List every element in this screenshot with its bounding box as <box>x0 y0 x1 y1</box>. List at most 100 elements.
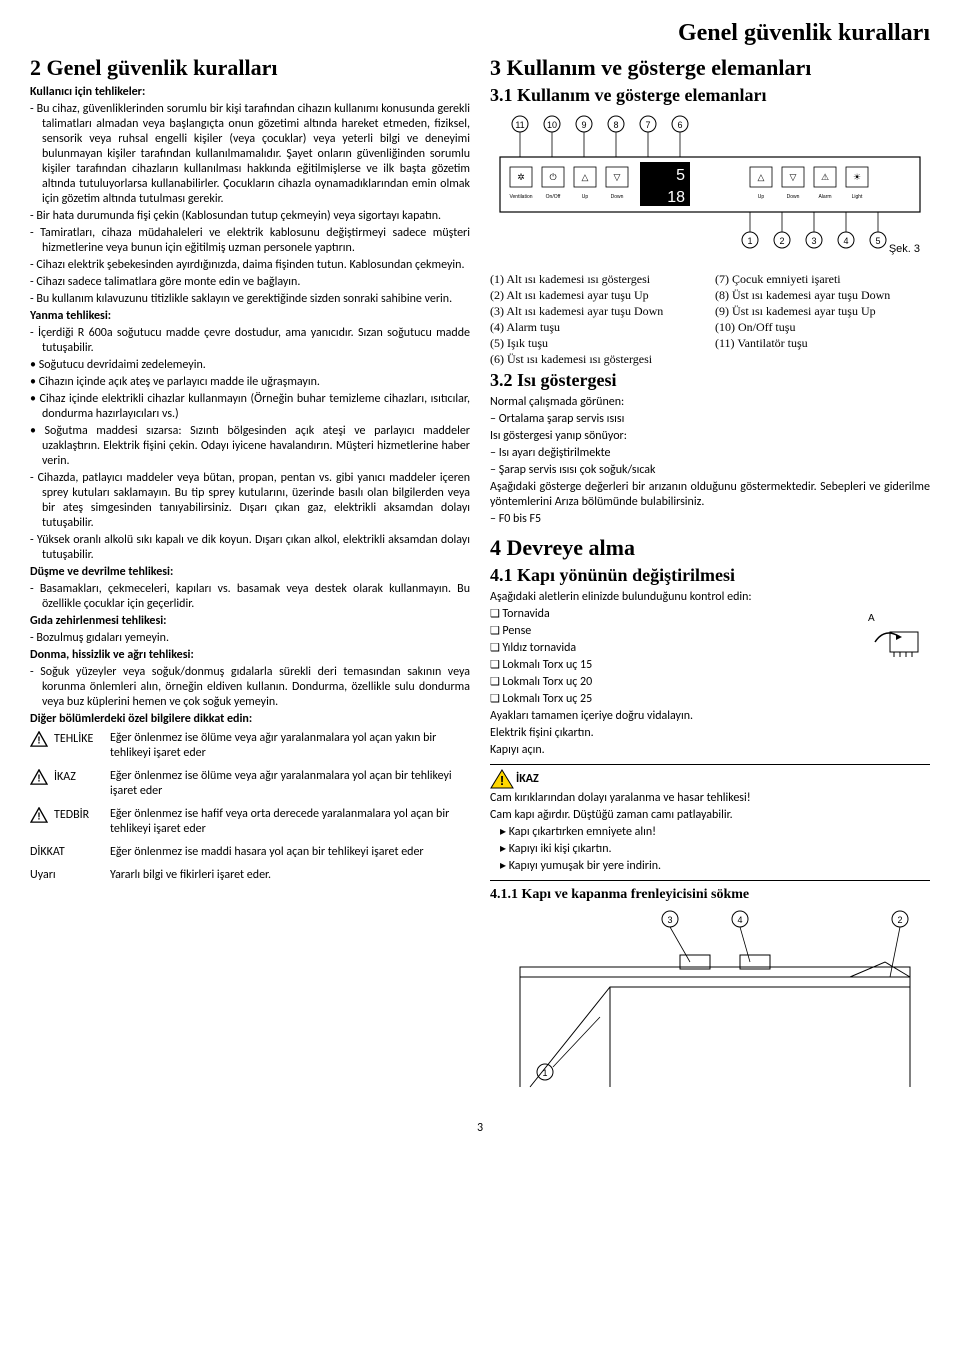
svg-text:Şek. 3: Şek. 3 <box>889 243 920 255</box>
svg-text:On/Off: On/Off <box>546 194 561 200</box>
svg-text:Up: Up <box>758 194 765 200</box>
control-panel-figure: 11 10 9 8 7 6 ✲ ⏻ △ ▽ Vent <box>490 112 930 266</box>
warning-triangle-icon: ! <box>30 731 48 747</box>
svg-text:4: 4 <box>737 915 742 925</box>
svg-text:10: 10 <box>547 120 557 130</box>
section-2-heading: 2 Genel güvenlik kuralları <box>30 55 470 81</box>
svg-text:⏻: ⏻ <box>549 172 556 182</box>
warning-triangle-icon: ! <box>490 769 514 789</box>
svg-text:1: 1 <box>747 236 752 246</box>
para: Soğuk yüzeyler veya soğuk/donmuş gıdalar… <box>30 665 470 710</box>
para: Bu kullanım kılavuzunu titizlikle saklay… <box>30 292 470 307</box>
list-item: Şarap servis ısısı çok soğuk/sıcak <box>490 463 930 478</box>
fall-hazard-heading: Düşme ve devrilme tehlikesi: <box>30 565 470 580</box>
para: Cihazı sadece talimatlara göre monte edi… <box>30 275 470 290</box>
para: Normal çalışmada görünen: <box>490 395 930 410</box>
bullet: Cihaz içinde elektrikli cihazlar kullanm… <box>30 392 470 422</box>
legend-item: (2) Alt ısı kademesi ayar tuşu Up <box>490 288 705 303</box>
svg-text:△: △ <box>758 172 765 182</box>
svg-text:Ventilation: Ventilation <box>509 194 532 200</box>
ikaz-step: Kapı çıkartırken emniyete alın! <box>490 825 930 840</box>
legend-item: (1) Alt ısı kademesi ısı göstergesi <box>490 272 705 287</box>
para: Elektrik fişini çıkartın. <box>490 726 930 741</box>
foot-adjust-icon: A <box>860 607 930 667</box>
svg-text:6: 6 <box>677 120 682 130</box>
section-4-1-1-heading: 4.1.1 Kapı ve kapanma frenleyicisini sök… <box>490 887 930 903</box>
svg-text:18: 18 <box>667 189 685 206</box>
warning-triangle-icon: ! <box>30 769 48 785</box>
legend-item: (3) Alt ısı kademesi ayar tuşu Down <box>490 304 705 319</box>
svg-text:Alarm: Alarm <box>818 194 831 200</box>
svg-text:△: △ <box>582 172 589 182</box>
para: Kapıyı açın. <box>490 743 930 758</box>
svg-text:▽: ▽ <box>614 172 621 182</box>
list-item: Isı ayarı değiştirilmekte <box>490 446 930 461</box>
svg-text:!: ! <box>500 773 504 788</box>
tool-item: Lokmalı Torx uç 15 <box>490 658 860 673</box>
tool-item: Tornavida <box>490 607 860 622</box>
para: Bu cihaz, güvenliklerinden sorumlu bir k… <box>30 102 470 207</box>
svg-text:9: 9 <box>581 120 586 130</box>
svg-text:A: A <box>868 613 875 624</box>
para: Bir hata durumunda fişi çekin (Kablosund… <box>30 209 470 224</box>
control-panel-svg: 11 10 9 8 7 6 ✲ ⏻ △ ▽ Vent <box>490 112 930 262</box>
warn-label-text: Uyarı <box>30 868 56 882</box>
svg-text:2: 2 <box>779 236 784 246</box>
panel-legend: (1) Alt ısı kademesi ısı göstergesi (2) … <box>490 272 930 368</box>
bullet: Soğutma maddesi sızarsa: Sızıntı bölgesi… <box>30 424 470 469</box>
svg-text:4: 4 <box>843 236 848 246</box>
legend-item: (7) Çocuk emniyeti işareti <box>715 272 930 287</box>
legend-item: (11) Vantilatör tuşu <box>715 336 930 351</box>
legend-item: (9) Üst ısı kademesi ayar tuşu Up <box>715 304 930 319</box>
warn-desc: Eğer önlenmez ise ölüme veya ağır yarala… <box>110 731 470 761</box>
frost-hazard-heading: Donma, hissizlik ve ağrı tehlikesi: <box>30 648 470 663</box>
para: Aşağıdaki gösterge değerleri bir arızanı… <box>490 480 930 510</box>
warn-label-text: TEHLİKE <box>54 732 93 746</box>
svg-text:11: 11 <box>515 120 524 130</box>
svg-text:7: 7 <box>645 120 650 130</box>
svg-text:!: ! <box>37 735 40 746</box>
page-header-title: Genel güvenlik kuralları <box>30 20 930 47</box>
warn-desc: Eğer önlenmez ise hafif veya orta derece… <box>110 807 470 837</box>
warn-row: Uyarı Yararlı bilgi ve fikirleri işaret … <box>30 868 470 883</box>
para: İçerdiği R 600a soğutucu madde çevre dos… <box>30 326 470 356</box>
svg-text:!: ! <box>37 811 40 822</box>
user-hazards-heading: Kullanıcı için tehlikeler: <box>30 85 470 100</box>
para: Aşağıdaki aletlerin elinizde bulunduğunu… <box>490 590 930 605</box>
svg-text:2: 2 <box>897 915 902 925</box>
svg-text:3: 3 <box>667 915 672 925</box>
para: Cihazda, patlayıcı maddeler veya bütan, … <box>30 471 470 531</box>
door-removal-figure: 3 4 2 1 <box>490 907 930 1097</box>
section-4-heading: 4 Devreye alma <box>490 535 930 561</box>
svg-text:Up: Up <box>582 194 589 200</box>
warn-label-text: İKAZ <box>54 770 76 784</box>
svg-text:☀: ☀ <box>853 172 861 182</box>
ikaz-line: Cam kapı ağırdır. Düştüğü zaman camı pat… <box>490 808 930 823</box>
tool-item: Lokmalı Torx uç 25 <box>490 692 860 707</box>
para: Isı göstergesi yanıp sönüyor: <box>490 429 930 444</box>
svg-text:✲: ✲ <box>517 172 525 182</box>
page-number: 3 <box>30 1121 930 1135</box>
svg-text:▽: ▽ <box>790 172 797 182</box>
legend-item: (8) Üst ısı kademesi ayar tuşu Down <box>715 288 930 303</box>
warn-row: DİKKAT Eğer önlenmez ise maddi hasara yo… <box>30 845 470 860</box>
fire-hazard-heading: Yanma tehlikesi: <box>30 309 470 324</box>
warn-desc: Eğer önlenmez ise ölüme veya ağır yarala… <box>110 769 470 799</box>
section-3-2-heading: 3.2 Isı göstergesi <box>490 370 930 391</box>
warning-levels-table: ! TEHLİKE Eğer önlenmez ise ölüme veya a… <box>30 731 470 883</box>
svg-text:1: 1 <box>542 1068 547 1078</box>
two-column-layout: 2 Genel güvenlik kuralları Kullanıcı içi… <box>30 55 930 1101</box>
warn-row: ! TEDBİR Eğer önlenmez ise hafif veya or… <box>30 807 470 837</box>
ikaz-step: Kapıyı yumuşak bir yere indirin. <box>490 859 930 874</box>
legend-item: (6) Üst ısı kademesi ısı göstergesi <box>490 352 705 367</box>
svg-text:Light: Light <box>852 194 863 200</box>
bullet: Cihazın içinde açık ateş ve parlayıcı ma… <box>30 375 470 390</box>
left-column: 2 Genel güvenlik kuralları Kullanıcı içi… <box>30 55 470 1101</box>
legend-item: (5) Işık tuşu <box>490 336 705 351</box>
warning-triangle-icon: ! <box>30 807 48 823</box>
section-3-1-heading: 3.1 Kullanım ve gösterge elemanları <box>490 85 930 106</box>
ikaz-warning-box: ! İKAZ Cam kırıklarından dolayı yaralanm… <box>490 764 930 881</box>
section-4-1-heading: 4.1 Kapı yönünün değiştirilmesi <box>490 565 930 586</box>
para: Ayakları tamamen içeriye doğru vidalayın… <box>490 709 860 724</box>
svg-text:Down: Down <box>611 194 624 200</box>
